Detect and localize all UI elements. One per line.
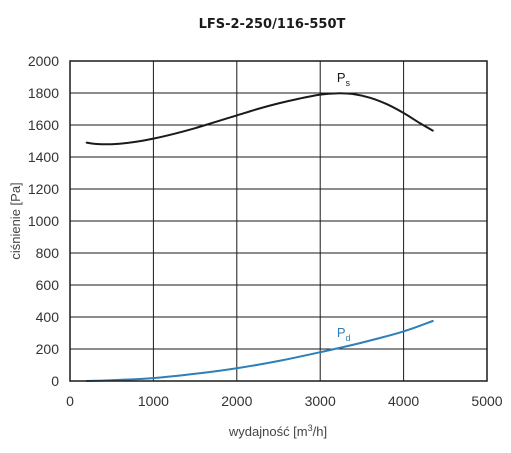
y-axis-label: ciśnienie [Pa] <box>8 182 23 259</box>
y-tick-label-200: 200 <box>36 341 60 357</box>
x-tick-labels: 0 1000 2000 3000 4000 5000 <box>66 393 503 409</box>
grid <box>70 61 487 381</box>
chart-title: LFS-2-250/116-550T <box>199 17 346 32</box>
y-tick-label-1000: 1000 <box>28 213 59 229</box>
y-tick-label-0: 0 <box>51 373 59 389</box>
x-tick-label-0: 0 <box>66 393 74 409</box>
y-tick-label-600: 600 <box>36 277 60 293</box>
plot-frame <box>69 60 488 382</box>
x-tick-label-5000: 5000 <box>471 393 502 409</box>
series-label-ps: Ps <box>337 70 351 88</box>
y-tick-label-400: 400 <box>36 309 60 325</box>
y-tick-label-800: 800 <box>36 245 60 261</box>
series-line-pd <box>85 320 434 382</box>
y-tick-label-1800: 1800 <box>28 85 59 101</box>
series-line-ps <box>85 92 434 146</box>
y-tick-label-2000: 2000 <box>28 53 59 69</box>
x-tick-label-2000: 2000 <box>221 393 252 409</box>
x-tick-label-3000: 3000 <box>305 393 336 409</box>
x-axis-label-prefix: wydajność [m <box>228 424 308 439</box>
x-tick-label-1000: 1000 <box>138 393 169 409</box>
y-tick-label-1400: 1400 <box>28 149 59 165</box>
y-tick-label-1200: 1200 <box>28 181 59 197</box>
x-tick-label-4000: 4000 <box>388 393 419 409</box>
series-label-main: P <box>337 325 346 340</box>
series-layer <box>85 92 434 382</box>
series-label-main: P <box>337 70 346 85</box>
series-label-pd: Pd <box>337 325 351 343</box>
y-tick-labels: 0 200 400 600 800 1000 1200 1400 1600 1800 2000 <box>28 53 59 389</box>
series-label-sub: d <box>346 333 351 343</box>
x-axis-label: wydajność [m3/h] <box>228 423 327 439</box>
y-tick-label-1600: 1600 <box>28 117 59 133</box>
x-axis-label-suffix: /h] <box>313 424 327 439</box>
series-label-sub: s <box>346 78 351 88</box>
x-axis-label-sup: 3 <box>308 423 313 433</box>
